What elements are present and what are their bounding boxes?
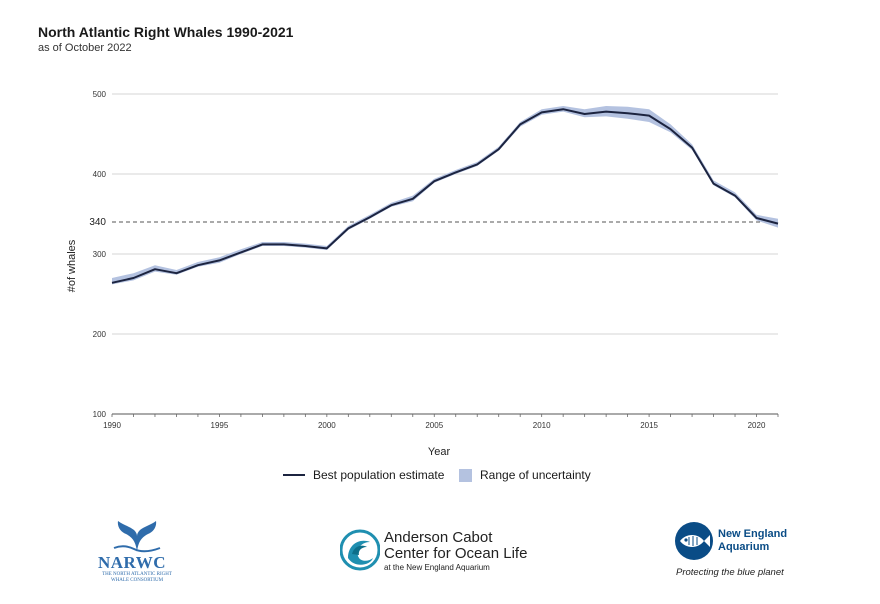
nea-logo-name: New England Aquarium [718, 528, 788, 554]
nea-logo-name-line2: Aquarium [718, 541, 770, 553]
x-tick-label-2020: 2020 [748, 421, 766, 430]
narwc-logo-text: NARWC [98, 553, 167, 572]
legend-label-uncertainty: Range of uncertainty [480, 468, 591, 482]
chart-title: North Atlantic Right Whales 1990-2021 [38, 24, 294, 40]
acc-logo-name-line2: Center for Ocean Life [384, 545, 528, 562]
wave-icon [340, 529, 380, 571]
legend-label-estimate: Best population estimate [313, 468, 445, 482]
nea-tagline: Protecting the blue planet [676, 567, 784, 578]
y-tick-label-300: 300 [93, 250, 107, 259]
x-axis-label: Year [428, 446, 451, 458]
estimate-line [111, 108, 779, 284]
legend-item-estimate: Best population estimate [283, 468, 444, 482]
legend-line-swatch [283, 474, 305, 476]
narwc-logo-subtext: THE NORTH ATLANTIC RIGHT WHALE CONSORTIU… [102, 572, 172, 583]
x-tick-label-2000: 2000 [318, 421, 336, 430]
x-tick-label-2005: 2005 [425, 421, 443, 430]
chart-subtitle: as of October 2022 [38, 42, 132, 54]
acc-logo-name-line1: Anderson Cabot [384, 529, 493, 546]
x-tick-label-1990: 1990 [103, 421, 121, 430]
reference-line-label: 340 [89, 217, 106, 228]
narwc-whale-tail-icon [113, 521, 161, 553]
y-tick-label-100: 100 [93, 410, 107, 419]
uncertainty-band [112, 106, 778, 285]
y-axis-label: #of whales [66, 239, 78, 292]
y-tick-label-200: 200 [93, 330, 107, 339]
acc-logo-name: Anderson Cabot Center for Ocean Life [384, 530, 527, 562]
population-chart: 100 200 300 400 500 340 1990 1995 2000 2005 2010 20… [66, 90, 779, 458]
nea-logo-name-line1: New England [718, 528, 788, 540]
x-tick-label-2010: 2010 [533, 421, 551, 430]
fish-icon [675, 522, 713, 560]
x-tick-label-2015: 2015 [640, 421, 658, 430]
legend-item-uncertainty: Range of uncertainty [459, 468, 591, 482]
estimate-line-layer [111, 108, 779, 284]
y-tick-label-500: 500 [93, 90, 107, 99]
grid [112, 93, 778, 335]
x-tick-label-1995: 1995 [211, 421, 229, 430]
axes: 100 200 300 400 500 340 1990 1995 2000 2005 2010 20… [89, 90, 779, 430]
uncertainty-band-layer [112, 106, 778, 285]
acc-logo-subtext: at the New England Aquarium [384, 563, 490, 572]
y-tick-label-400: 400 [93, 170, 107, 179]
legend-band-swatch [459, 468, 472, 482]
